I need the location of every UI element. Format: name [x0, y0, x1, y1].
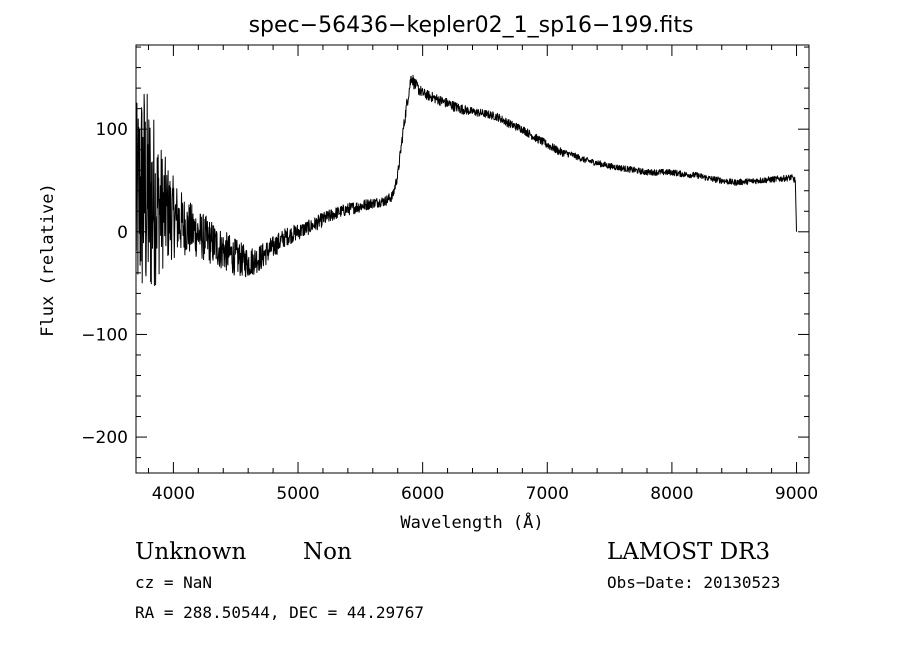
x-tick-labels: 4000 5000 6000 7000 8000 9000 — [152, 484, 818, 504]
x-tick-label: 9000 — [775, 484, 818, 504]
y-tick-label: −100 — [81, 325, 128, 345]
x-axis-label: Wavelength (Å) — [400, 511, 543, 533]
x-tick-label: 6000 — [401, 484, 444, 504]
y-tick-label: 0 — [117, 223, 128, 243]
survey-label: LAMOST DR3 — [607, 539, 771, 565]
obs-date-label: Obs−Date: 20130523 — [607, 573, 781, 592]
x-tick-label: 5000 — [276, 484, 319, 504]
x-tick-label: 4000 — [152, 484, 195, 504]
axis-ticks — [136, 45, 809, 473]
plot-frame — [135, 44, 810, 474]
redshift-label: cz = NaN — [135, 573, 213, 592]
y-tick-labels: −200 −100 0 100 — [81, 120, 128, 448]
object-subclass: Non — [303, 539, 352, 565]
x-tick-label: 8000 — [650, 484, 693, 504]
coordinates-label: RA = 288.50544, DEC = 44.29767 — [135, 603, 424, 622]
y-tick-label: −200 — [81, 428, 128, 448]
chart-title: spec−56436−kepler02_1_sp16−199.fits — [249, 13, 694, 38]
y-axis-label: Flux (relative) — [38, 183, 58, 337]
spectrum-line — [135, 74, 797, 286]
object-class: Unknown — [135, 539, 247, 565]
y-tick-label: 100 — [96, 120, 128, 140]
x-tick-label: 7000 — [526, 484, 569, 504]
